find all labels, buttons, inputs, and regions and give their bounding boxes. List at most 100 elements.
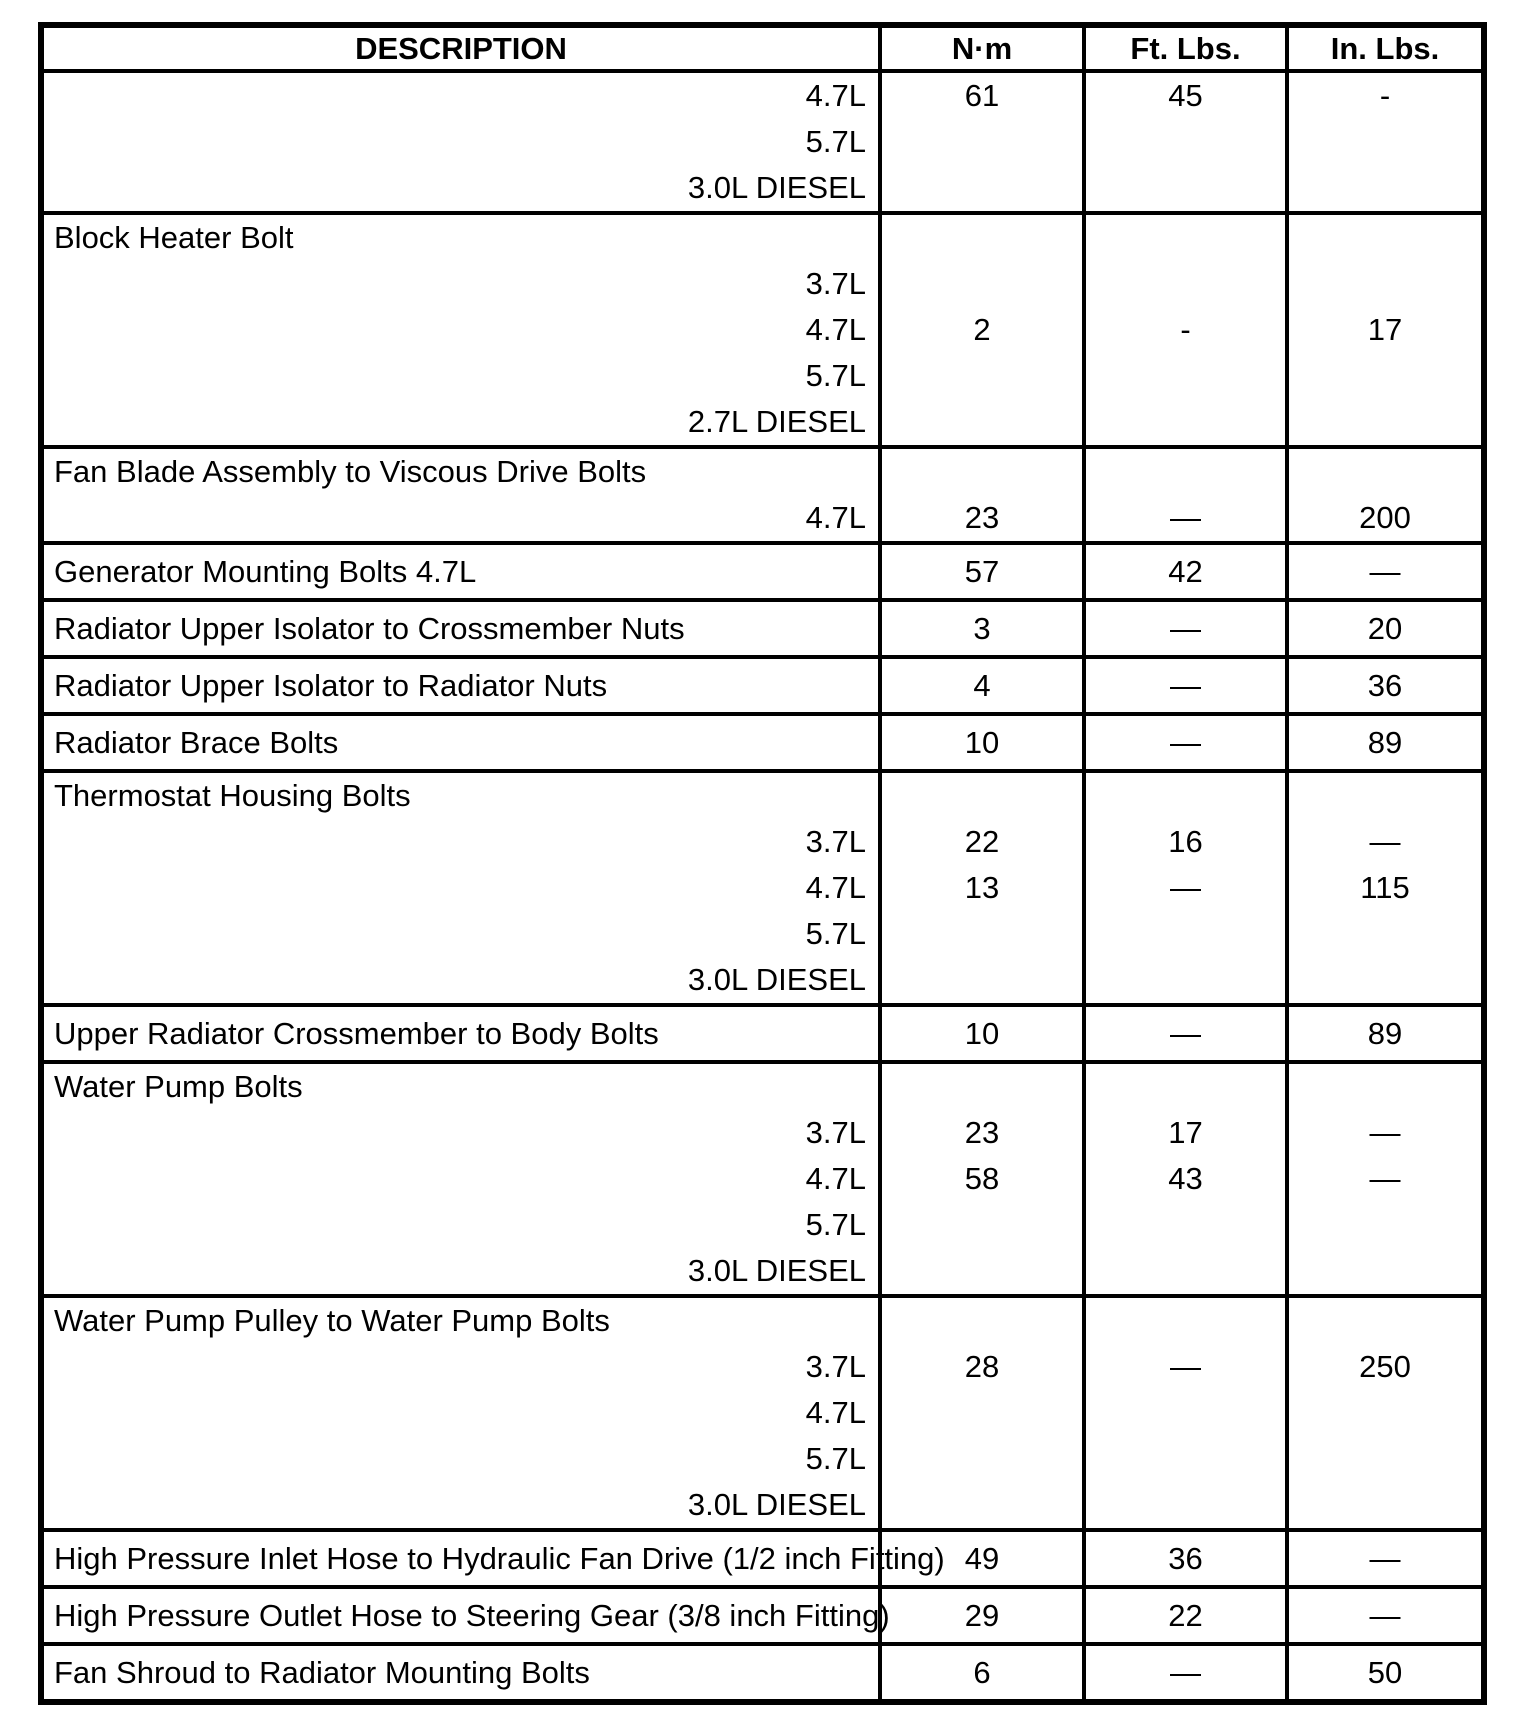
in-value: 115 [1285,865,1481,911]
ft-value [1082,261,1285,307]
table-line: Water Pump Bolts [44,1064,1481,1110]
ft-value [1082,911,1285,957]
engine-label: 3.0L DIESEL [687,170,866,205]
engine-label: 3.7L [805,1115,866,1150]
nm-value [878,1298,1082,1344]
table-row: Water Pump Bolts 3.7L 23 17— 4.7L 58 43— 5.7L 3.… [44,1064,1481,1298]
nm-value: 28 [878,1344,1082,1390]
table-line: High Pressure Outlet Hose to Steering Ge… [44,1589,1481,1642]
in-value [1285,449,1481,495]
ft-value [1082,1064,1285,1110]
nm-value [878,773,1082,819]
nm-value: 23 [878,495,1082,541]
in-value: — [1285,1110,1481,1156]
engine-label: 4.7L [805,870,866,905]
in-value [1285,1482,1481,1528]
table-row: Block Heater Bolt 3.7L 4.7L 2-17 5.7L 2.7L DI… [44,215,1481,449]
ft-value [1082,957,1285,1003]
engine-label: 4.7L [805,1161,866,1196]
ft-value [1082,215,1285,261]
in-value [1285,215,1481,261]
ft-value: 17 [1082,1110,1285,1156]
engine-label: 4.7L [805,312,866,347]
in-value [1285,1248,1481,1294]
table-line: 3.7L 23 17— [44,1110,1481,1156]
table-line: 5.7L [44,911,1481,957]
table-header-row: DESCRIPTION N·m Ft. Lbs. In. Lbs. [44,28,1481,73]
table-row: Fan Blade Assembly to Viscous Drive Bolt… [44,449,1481,545]
table-line: Upper Radiator Crossmember to Body Bolts… [44,1007,1481,1060]
nm-value [878,449,1082,495]
in-value [1285,957,1481,1003]
engine-label: 3.7L [805,1349,866,1384]
table-row: Water Pump Pulley to Water Pump Bolts 3.7… [44,1298,1481,1532]
ft-value: 22 [1082,1589,1285,1642]
in-value [1285,1298,1481,1344]
row-title: Thermostat Housing Bolts [54,778,411,813]
ft-value [1082,399,1285,445]
ft-value [1082,165,1285,211]
engine-label: 5.7L [805,1441,866,1476]
in-value: 89 [1285,716,1481,769]
table-row: Radiator Upper Isolator to Radiator Nuts… [44,659,1481,716]
ft-value: — [1082,602,1285,655]
table-line: Radiator Brace Bolts 10—89 [44,716,1481,769]
ft-value [1082,1390,1285,1436]
table-line: Generator Mounting Bolts 4.7L 57 42— [44,545,1481,598]
row-title: High Pressure Outlet Hose to Steering Ge… [54,1597,890,1633]
table-line: Thermostat Housing Bolts [44,773,1481,819]
ft-value: — [1082,1344,1285,1390]
in-value: — [1285,1532,1481,1585]
engine-label: 5.7L [805,358,866,393]
table-line: 3.7L 28—250 [44,1344,1481,1390]
ft-value [1082,1248,1285,1294]
engine-label: 2.7L DIESEL [687,404,866,439]
in-value [1285,1064,1481,1110]
in-value: 20 [1285,602,1481,655]
nm-value: 4 [878,659,1082,712]
in-value: — [1285,1156,1481,1202]
table-line: Block Heater Bolt [44,215,1481,261]
ft-value: 43 [1082,1156,1285,1202]
ft-value [1082,119,1285,165]
table-line: 3.7L [44,261,1481,307]
table-body: 4.7L 61 45- 5.7L 3.0L DIESEL Block Heater Bol… [44,73,1481,1699]
table-line: 5.7L [44,119,1481,165]
table-line: 3.7L 22 16— [44,819,1481,865]
header-cell-description: DESCRIPTION [355,30,567,66]
header-cell-ftlbs: Ft. Lbs. [1082,28,1285,69]
engine-label: 3.7L [805,824,866,859]
nm-value: 2 [878,307,1082,353]
table-line: 2.7L DIESEL [44,399,1481,445]
ft-value: — [1082,495,1285,541]
nm-value [878,1390,1082,1436]
in-value [1285,119,1481,165]
ft-value: 36 [1082,1532,1285,1585]
nm-value: 13 [878,865,1082,911]
in-value [1285,773,1481,819]
table-line: Radiator Upper Isolator to Radiator Nuts… [44,659,1481,712]
ft-value [1082,1436,1285,1482]
table-row: Generator Mounting Bolts 4.7L 57 42— [44,545,1481,602]
in-value: — [1285,545,1481,598]
in-value: 17 [1285,307,1481,353]
table-row: Radiator Brace Bolts 10—89 [44,716,1481,773]
ft-value [1082,773,1285,819]
nm-value: 3 [878,602,1082,655]
in-value [1285,1390,1481,1436]
table-row: 4.7L 61 45- 5.7L 3.0L DIESEL [44,73,1481,215]
engine-label: 3.0L DIESEL [687,1487,866,1522]
in-value [1285,353,1481,399]
table-row: High Pressure Outlet Hose to Steering Ge… [44,1589,1481,1646]
row-title: Fan Shroud to Radiator Mounting Bolts [54,1654,590,1690]
engine-label: 3.0L DIESEL [687,962,866,997]
in-value: — [1285,1589,1481,1642]
ft-value: — [1082,1007,1285,1060]
table-line: 4.7L 61 45- [44,73,1481,119]
nm-value: 29 [878,1589,1082,1642]
in-value [1285,261,1481,307]
engine-label: 5.7L [805,124,866,159]
in-value: 200 [1285,495,1481,541]
row-title: Water Pump Bolts [54,1069,303,1104]
